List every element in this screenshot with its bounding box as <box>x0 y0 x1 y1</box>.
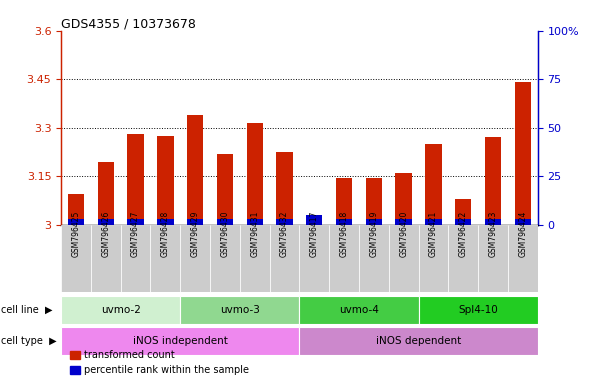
Text: GSM796424: GSM796424 <box>518 210 527 257</box>
Bar <box>365 219 382 225</box>
Text: uvmo-2: uvmo-2 <box>101 305 141 315</box>
Bar <box>157 136 174 225</box>
Bar <box>485 137 501 225</box>
Bar <box>269 225 299 292</box>
Text: Spl4-10: Spl4-10 <box>458 305 498 315</box>
Bar <box>98 219 114 225</box>
Bar <box>217 219 233 225</box>
Text: cell line  ▶: cell line ▶ <box>1 305 52 315</box>
Bar <box>246 219 263 225</box>
Bar <box>336 178 353 225</box>
Bar <box>365 178 382 225</box>
Bar <box>187 219 203 225</box>
Bar <box>336 219 353 225</box>
Bar <box>455 199 472 225</box>
Bar <box>425 144 442 225</box>
Bar <box>514 219 531 225</box>
Bar <box>91 225 120 292</box>
Text: GSM796418: GSM796418 <box>340 211 348 257</box>
Bar <box>299 296 419 324</box>
Bar <box>395 219 412 225</box>
Bar <box>276 152 293 225</box>
Bar <box>478 225 508 292</box>
Bar <box>187 115 203 225</box>
Bar <box>68 219 84 225</box>
Bar <box>455 219 472 225</box>
Bar <box>246 123 263 225</box>
Bar <box>61 327 299 355</box>
Text: uvmo-4: uvmo-4 <box>339 305 379 315</box>
Bar <box>61 225 91 292</box>
Bar <box>389 225 419 292</box>
Text: GSM796427: GSM796427 <box>131 210 140 257</box>
Text: GSM796432: GSM796432 <box>280 210 289 257</box>
Text: GSM796420: GSM796420 <box>399 210 408 257</box>
Text: GSM796431: GSM796431 <box>251 210 259 257</box>
Bar <box>210 225 240 292</box>
Bar <box>180 296 299 324</box>
Text: iNOS independent: iNOS independent <box>133 336 228 346</box>
Bar <box>485 219 501 225</box>
Bar <box>180 225 210 292</box>
Text: GSM796421: GSM796421 <box>429 211 438 257</box>
Bar <box>127 219 144 225</box>
Text: GSM796425: GSM796425 <box>71 210 81 257</box>
Bar <box>329 225 359 292</box>
Text: GSM796419: GSM796419 <box>370 210 378 257</box>
Text: GSM796426: GSM796426 <box>101 210 110 257</box>
Bar <box>359 225 389 292</box>
Bar <box>299 327 538 355</box>
Bar <box>276 219 293 225</box>
Text: uvmo-3: uvmo-3 <box>220 305 260 315</box>
Text: GSM796429: GSM796429 <box>191 210 200 257</box>
Bar <box>68 194 84 225</box>
Bar <box>120 225 150 292</box>
Bar <box>395 173 412 225</box>
Bar <box>448 225 478 292</box>
Text: GDS4355 / 10373678: GDS4355 / 10373678 <box>61 17 196 30</box>
Text: cell type  ▶: cell type ▶ <box>1 336 56 346</box>
Bar <box>514 83 531 225</box>
Text: GSM796422: GSM796422 <box>459 211 467 257</box>
Bar <box>217 154 233 225</box>
Text: iNOS dependent: iNOS dependent <box>376 336 461 346</box>
Bar <box>157 219 174 225</box>
Text: GSM796417: GSM796417 <box>310 210 319 257</box>
Bar <box>299 225 329 292</box>
Text: GSM796430: GSM796430 <box>221 210 229 257</box>
Bar <box>150 225 180 292</box>
Bar <box>306 215 323 225</box>
Bar <box>425 219 442 225</box>
Legend: transformed count, percentile rank within the sample: transformed count, percentile rank withi… <box>66 346 254 379</box>
Bar <box>127 134 144 225</box>
Bar <box>306 220 323 225</box>
Bar <box>61 296 180 324</box>
Bar <box>508 225 538 292</box>
Text: GSM796423: GSM796423 <box>489 210 497 257</box>
Bar <box>419 296 538 324</box>
Bar <box>240 225 269 292</box>
Bar <box>419 225 448 292</box>
Text: GSM796428: GSM796428 <box>161 211 170 257</box>
Bar <box>98 162 114 225</box>
